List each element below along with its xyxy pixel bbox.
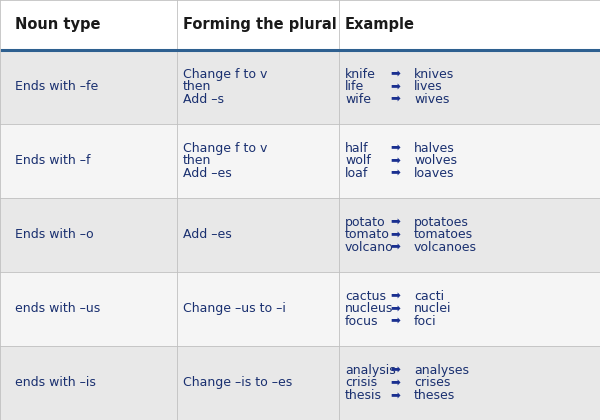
- Text: ➡: ➡: [390, 68, 400, 81]
- Text: Forming the plural: Forming the plural: [183, 17, 337, 32]
- Text: ➡: ➡: [390, 93, 400, 106]
- Text: tomatoes: tomatoes: [414, 228, 473, 241]
- Text: foci: foci: [414, 315, 437, 328]
- Text: ends with –us: ends with –us: [15, 302, 100, 315]
- Text: analysis: analysis: [345, 364, 396, 377]
- Text: then: then: [183, 80, 211, 93]
- Text: Ends with –fe: Ends with –fe: [15, 80, 98, 93]
- Text: potatoes: potatoes: [414, 216, 469, 228]
- Text: loaves: loaves: [414, 167, 455, 180]
- Text: ➡: ➡: [390, 80, 400, 93]
- FancyBboxPatch shape: [0, 346, 600, 420]
- Text: Add –es: Add –es: [183, 167, 232, 180]
- Text: Change –us to –i: Change –us to –i: [183, 302, 286, 315]
- Text: ➡: ➡: [390, 389, 400, 402]
- Text: theses: theses: [414, 389, 455, 402]
- Text: halves: halves: [414, 142, 455, 155]
- Text: Ends with –o: Ends with –o: [15, 228, 94, 241]
- Text: tomato: tomato: [345, 228, 390, 241]
- Text: knife: knife: [345, 68, 376, 81]
- Text: Change –is to –es: Change –is to –es: [183, 376, 292, 389]
- FancyBboxPatch shape: [0, 272, 600, 346]
- Text: ➡: ➡: [390, 167, 400, 180]
- Text: wolf: wolf: [345, 154, 371, 167]
- Text: ➡: ➡: [390, 216, 400, 228]
- FancyBboxPatch shape: [0, 50, 600, 123]
- Text: ➡: ➡: [390, 364, 400, 377]
- Text: nucleus: nucleus: [345, 302, 394, 315]
- Text: Add –es: Add –es: [183, 228, 232, 241]
- Text: potato: potato: [345, 216, 386, 228]
- Text: lives: lives: [414, 80, 443, 93]
- Text: crisis: crisis: [345, 376, 377, 389]
- Text: ➡: ➡: [390, 142, 400, 155]
- Text: Ends with –f: Ends with –f: [15, 154, 91, 167]
- Text: cactus: cactus: [345, 290, 386, 303]
- Text: loaf: loaf: [345, 167, 368, 180]
- Text: nuclei: nuclei: [414, 302, 451, 315]
- Text: analyses: analyses: [414, 364, 469, 377]
- Text: crises: crises: [414, 376, 451, 389]
- FancyBboxPatch shape: [0, 198, 600, 272]
- Text: ends with –is: ends with –is: [15, 376, 96, 389]
- Text: Change f to v: Change f to v: [183, 142, 268, 155]
- Text: ➡: ➡: [390, 290, 400, 303]
- Text: volcanoes: volcanoes: [414, 241, 477, 254]
- Text: half: half: [345, 142, 368, 155]
- Text: Example: Example: [345, 17, 415, 32]
- Text: Change f to v: Change f to v: [183, 68, 268, 81]
- Text: Noun type: Noun type: [15, 17, 101, 32]
- Text: ➡: ➡: [390, 376, 400, 389]
- FancyBboxPatch shape: [0, 0, 600, 50]
- Text: wives: wives: [414, 93, 449, 106]
- Text: knives: knives: [414, 68, 454, 81]
- Text: wife: wife: [345, 93, 371, 106]
- Text: Add –s: Add –s: [183, 93, 224, 106]
- Text: ➡: ➡: [390, 302, 400, 315]
- Text: cacti: cacti: [414, 290, 444, 303]
- Text: life: life: [345, 80, 364, 93]
- Text: thesis: thesis: [345, 389, 382, 402]
- Text: ➡: ➡: [390, 154, 400, 167]
- Text: then: then: [183, 154, 211, 167]
- Text: ➡: ➡: [390, 241, 400, 254]
- Text: wolves: wolves: [414, 154, 457, 167]
- FancyBboxPatch shape: [0, 123, 600, 198]
- Text: ➡: ➡: [390, 228, 400, 241]
- Text: focus: focus: [345, 315, 379, 328]
- Text: volcano: volcano: [345, 241, 394, 254]
- Text: ➡: ➡: [390, 315, 400, 328]
